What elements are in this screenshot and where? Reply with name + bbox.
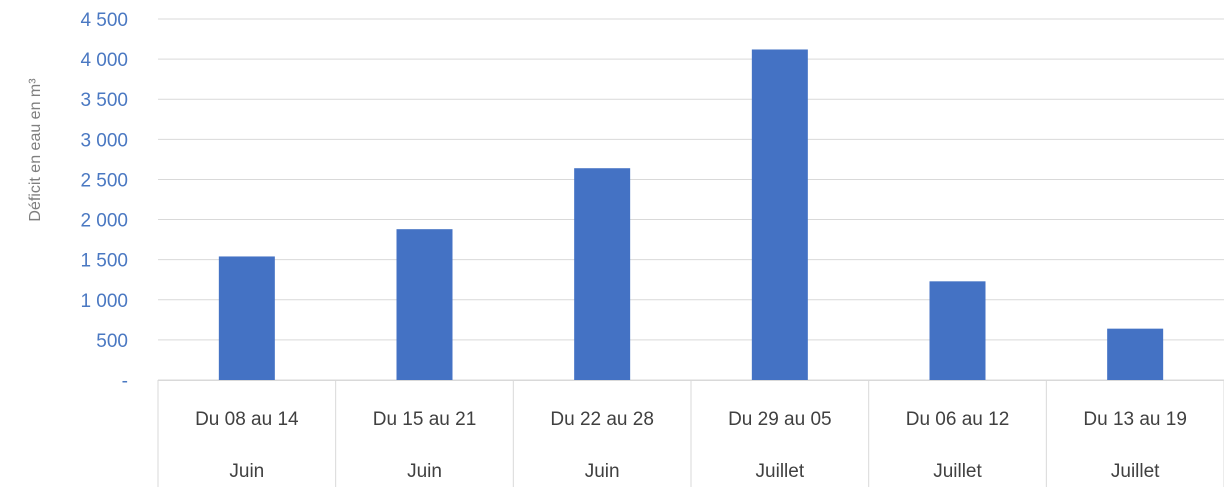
y-tick-label: 1 500 — [80, 251, 128, 272]
bar — [929, 281, 986, 380]
x-category-label: Du 15 au 21 — [373, 409, 477, 430]
bar — [751, 49, 808, 381]
y-tick-label: 2 000 — [80, 211, 128, 232]
x-category-label: Du 22 au 28 — [550, 409, 654, 430]
x-month-label: Juillet — [1111, 461, 1160, 482]
y-tick-label: - — [122, 371, 128, 392]
y-tick-label: 2 500 — [80, 170, 128, 191]
x-category-label: Du 13 au 19 — [1083, 409, 1187, 430]
y-tick-label: 500 — [96, 331, 128, 352]
y-tick-label: 4 500 — [80, 10, 128, 31]
x-month-label: Juin — [229, 461, 264, 482]
y-tick-label: 4 000 — [80, 50, 128, 71]
x-category-axis: Du 08 au 14 Juin Du 15 au 21 Juin Du 22 au 2… — [157, 380, 1224, 487]
gridlines — [158, 18, 1224, 381]
bar — [396, 229, 453, 380]
x-month-label: Juillet — [756, 461, 805, 482]
y-tick-label: 1 000 — [80, 291, 128, 312]
bar — [1107, 328, 1164, 380]
x-category-label: Du 29 au 05 — [728, 409, 832, 430]
bar — [574, 168, 631, 380]
bars — [218, 49, 1164, 381]
x-month-label: Juillet — [933, 461, 982, 482]
x-category-label: Du 08 au 14 — [195, 409, 299, 430]
bar — [218, 256, 275, 380]
y-tick-label: 3 500 — [80, 90, 128, 111]
x-month-label: Juin — [407, 461, 442, 482]
x-month-label: Juin — [585, 461, 620, 482]
y-axis-label: Déficit en eau en m³ — [27, 78, 44, 222]
y-tick-label: 3 000 — [80, 130, 128, 151]
y-tick-labels: - 500 1 000 1 500 2 000 2 500 3 000 3 500 4 000 4… — [80, 10, 128, 392]
x-category-label: Du 06 au 12 — [906, 409, 1010, 430]
